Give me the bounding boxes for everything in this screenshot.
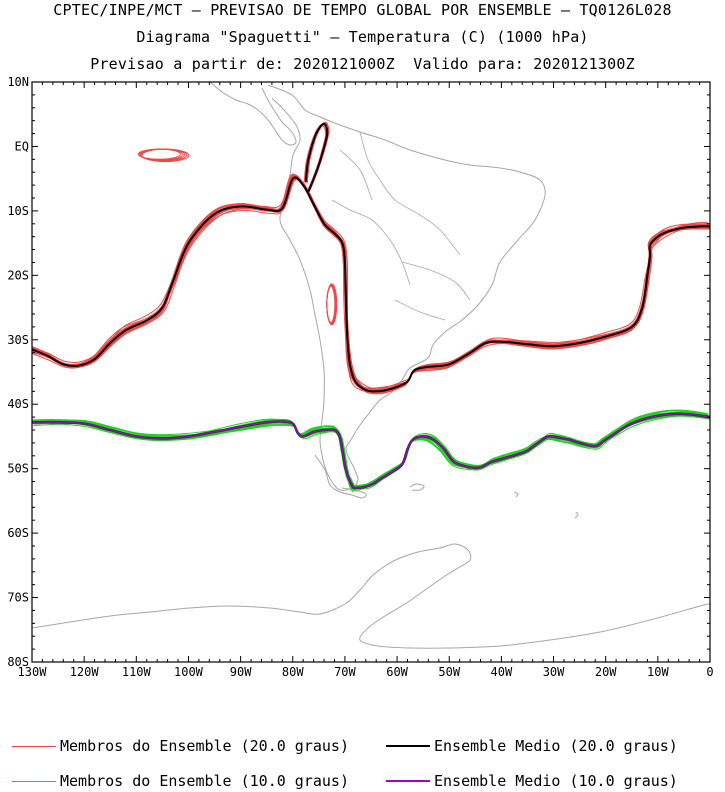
legend-swatch-mean-10 xyxy=(386,780,430,782)
legend-label-members-20: Membros do Ensemble (20.0 graus) xyxy=(60,737,349,755)
coastline-segment xyxy=(32,543,710,649)
ensemble-member-line xyxy=(34,410,710,490)
ensemble-mean-contours xyxy=(32,122,710,490)
title-line-1: CPTEC/INPE/MCT – PREVISAO DE TEMPO GLOBA… xyxy=(53,1,672,19)
coastline-segment xyxy=(513,491,519,498)
lon-tick-label: 10W xyxy=(647,665,669,679)
legend-mean-20: Ensemble Medio (20.0 graus) xyxy=(386,736,678,756)
chile-closed-contour xyxy=(326,283,338,326)
coastline-segment xyxy=(574,511,579,519)
lon-tick-label: 60W xyxy=(386,665,408,679)
lon-tick-label: 100W xyxy=(174,665,204,679)
country-border xyxy=(339,149,373,201)
ensemble-member-line xyxy=(32,176,709,392)
coastline-segment xyxy=(267,84,546,491)
lon-tick-label: 50W xyxy=(438,665,460,679)
lat-tick-label: EQ xyxy=(15,139,29,153)
country-border xyxy=(359,131,461,256)
lon-tick-label: 20W xyxy=(595,665,617,679)
legend-label-mean-20: Ensemble Medio (20.0 graus) xyxy=(434,737,678,755)
ensemble-mean-20-line xyxy=(32,176,710,393)
coastline-segment xyxy=(314,454,367,499)
lat-tick-label: 80S xyxy=(7,655,29,669)
lon-tick-label: 30W xyxy=(543,665,565,679)
ensemble-member-line xyxy=(33,174,710,391)
lon-tick-label: 90W xyxy=(230,665,252,679)
coastline-segment xyxy=(209,82,297,146)
ensemble-mean-10-line xyxy=(32,413,710,489)
lat-tick-label: 70S xyxy=(7,591,29,605)
legend-swatch-mean-20 xyxy=(386,745,430,747)
title-line-2: Diagrama "Spaguetti" – Temperatura (C) (… xyxy=(136,28,589,46)
lat-tick-label: 10N xyxy=(7,75,29,89)
legend-swatch-members-10 xyxy=(12,780,56,782)
lon-tick-label: 70W xyxy=(334,665,356,679)
lon-tick-label: 0 xyxy=(706,665,713,679)
legend-swatch-members-20 xyxy=(12,745,56,747)
pacific-closed-contour xyxy=(141,148,190,163)
lat-tick-label: 10S xyxy=(7,204,29,218)
lon-tick-label: 130W xyxy=(18,665,48,679)
lon-tick-label: 40W xyxy=(491,665,513,679)
lat-tick-label: 50S xyxy=(7,462,29,476)
coastlines xyxy=(32,82,710,649)
lon-tick-label: 80W xyxy=(282,665,304,679)
country-border xyxy=(401,261,471,301)
country-border xyxy=(331,199,411,286)
title-line-3: Previsao a partir de: 2020121000Z Valido… xyxy=(90,55,635,73)
plot-background xyxy=(32,82,710,662)
lat-tick-label: 30S xyxy=(7,333,29,347)
legend-members-20: Membros do Ensemble (20.0 graus) xyxy=(12,736,349,756)
lon-tick-label: 120W xyxy=(70,665,100,679)
lon-tick-label: 110W xyxy=(122,665,152,679)
lat-tick-label: 20S xyxy=(7,268,29,282)
lat-tick-label: 40S xyxy=(7,397,29,411)
country-border xyxy=(394,299,446,321)
lat-tick-label: 60S xyxy=(7,526,29,540)
plot-frame xyxy=(31,81,711,663)
coastline-segment xyxy=(409,483,425,491)
legend-mean-10: Ensemble Medio (10.0 graus) xyxy=(386,771,678,791)
ensemble-member-line xyxy=(32,415,710,490)
legend-label-mean-10: Ensemble Medio (10.0 graus) xyxy=(434,772,678,790)
legend-label-members-10: Membros do Ensemble (10.0 graus) xyxy=(60,772,349,790)
andes-mean-loop xyxy=(304,122,329,192)
legend-members-10: Membros do Ensemble (10.0 graus) xyxy=(12,771,349,791)
